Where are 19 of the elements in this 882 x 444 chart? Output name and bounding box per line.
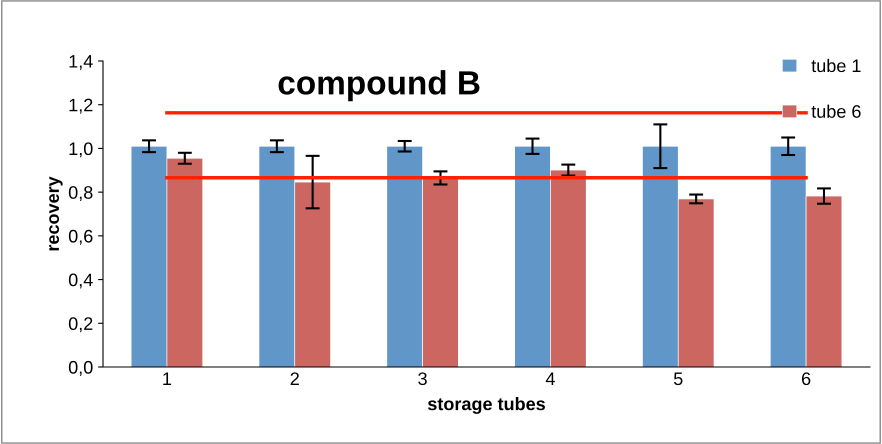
y-tick-label: 0,6 [68,230,92,245]
y-tick-label: 0,8 [68,186,92,201]
y-tick-label: 1,2 [70,98,92,114]
legend-label: tube 6 [812,104,861,118]
y-axis-title: recovery [49,176,63,250]
y-tick-label: 1,4 [70,55,93,70]
legend-label: tube 1 [812,58,861,72]
y-tick-label: 1,0 [70,142,93,158]
x-tick-label: 2 [290,372,299,385]
x-axis-title: storage tubes [428,397,545,414]
y-tick-label: 0,4 [68,274,93,288]
y-tick-label: 0,0 [68,360,93,376]
x-tick-label: 4 [546,372,555,385]
x-tick-label: 3 [418,372,427,386]
chart-title: compound B [278,70,480,102]
x-tick-label: 1 [163,372,172,385]
y-tick-label: 0,2 [68,317,92,332]
x-tick-label: 6 [802,372,810,386]
x-tick-label: 5 [674,372,683,386]
